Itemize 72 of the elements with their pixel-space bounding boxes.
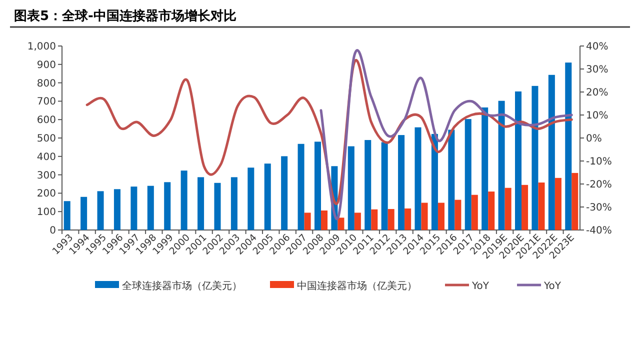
- bar: [114, 189, 120, 230]
- bar: [364, 140, 372, 230]
- bar: [80, 196, 88, 230]
- bar: [198, 177, 204, 230]
- y-tick-label: 500: [36, 134, 56, 144]
- bar: [498, 100, 505, 230]
- bar: [438, 202, 444, 230]
- bar: [454, 200, 462, 230]
- bar: [532, 86, 538, 230]
- y-tick-label: 800: [36, 78, 56, 90]
- legend-label: YoY: [471, 281, 490, 292]
- y-tick-label: 300: [36, 170, 56, 182]
- bar: [321, 210, 328, 230]
- bar: [515, 91, 522, 230]
- bar: [398, 135, 405, 230]
- y2-tick-label: 30%: [586, 64, 608, 76]
- y-tick-label: 200: [36, 188, 56, 200]
- bar: [431, 134, 438, 230]
- bar: [97, 191, 104, 230]
- bar: [214, 182, 221, 230]
- bar: [298, 144, 304, 230]
- legend-label: 中国连接器市场（亿美元）: [297, 280, 417, 292]
- legend-label: 全球连接器市场（亿美元）: [122, 280, 242, 292]
- bar: [538, 182, 545, 230]
- y2-tick-label: 20%: [586, 88, 608, 98]
- bar: [414, 127, 422, 230]
- legend-label: YoY: [543, 281, 562, 292]
- y-tick-label: 100: [36, 207, 56, 218]
- y2-tick-label: 0%: [586, 134, 602, 144]
- y2-tick-label: -30%: [586, 202, 612, 214]
- chart-title: 图表5：全球-中国连接器市场增长对比: [14, 8, 236, 24]
- y2-tick-label: 10%: [586, 110, 608, 122]
- bar: [381, 142, 388, 230]
- bar: [314, 142, 321, 230]
- bar: [371, 209, 378, 230]
- y-tick-label: 700: [36, 96, 56, 108]
- bar: [164, 182, 171, 230]
- bar: [522, 184, 528, 230]
- bar: [504, 188, 512, 230]
- y2-tick-label: 40%: [586, 42, 608, 52]
- bar: [248, 168, 254, 230]
- bar: [572, 172, 578, 230]
- bar: [471, 194, 478, 230]
- bar: [464, 119, 472, 230]
- bar: [64, 201, 70, 230]
- y2-tick-label: -10%: [586, 156, 612, 168]
- bar: [230, 177, 238, 230]
- bar: [354, 212, 361, 230]
- y-tick-label: 400: [36, 152, 56, 163]
- bar: [404, 208, 412, 230]
- bar: [554, 178, 562, 230]
- y2-tick-label: -40%: [586, 226, 612, 236]
- bar: [264, 164, 271, 230]
- bar: [421, 202, 428, 230]
- y-tick-label: 900: [36, 60, 56, 71]
- bar: [338, 218, 344, 230]
- bar: [565, 62, 572, 230]
- bar: [482, 107, 488, 230]
- bar: [548, 74, 555, 230]
- bar: [281, 156, 288, 230]
- bar: [147, 186, 154, 230]
- y-tick-label: 0: [50, 226, 56, 236]
- y-tick-label: 1,000: [27, 42, 56, 52]
- bar: [488, 192, 495, 230]
- bar: [388, 209, 394, 230]
- bar: [180, 170, 188, 230]
- bar: [448, 130, 455, 230]
- bar: [348, 146, 354, 230]
- bar: [304, 212, 311, 230]
- bar: [130, 186, 138, 230]
- y-tick-label: 600: [36, 115, 56, 126]
- y2-tick-label: -20%: [586, 180, 612, 190]
